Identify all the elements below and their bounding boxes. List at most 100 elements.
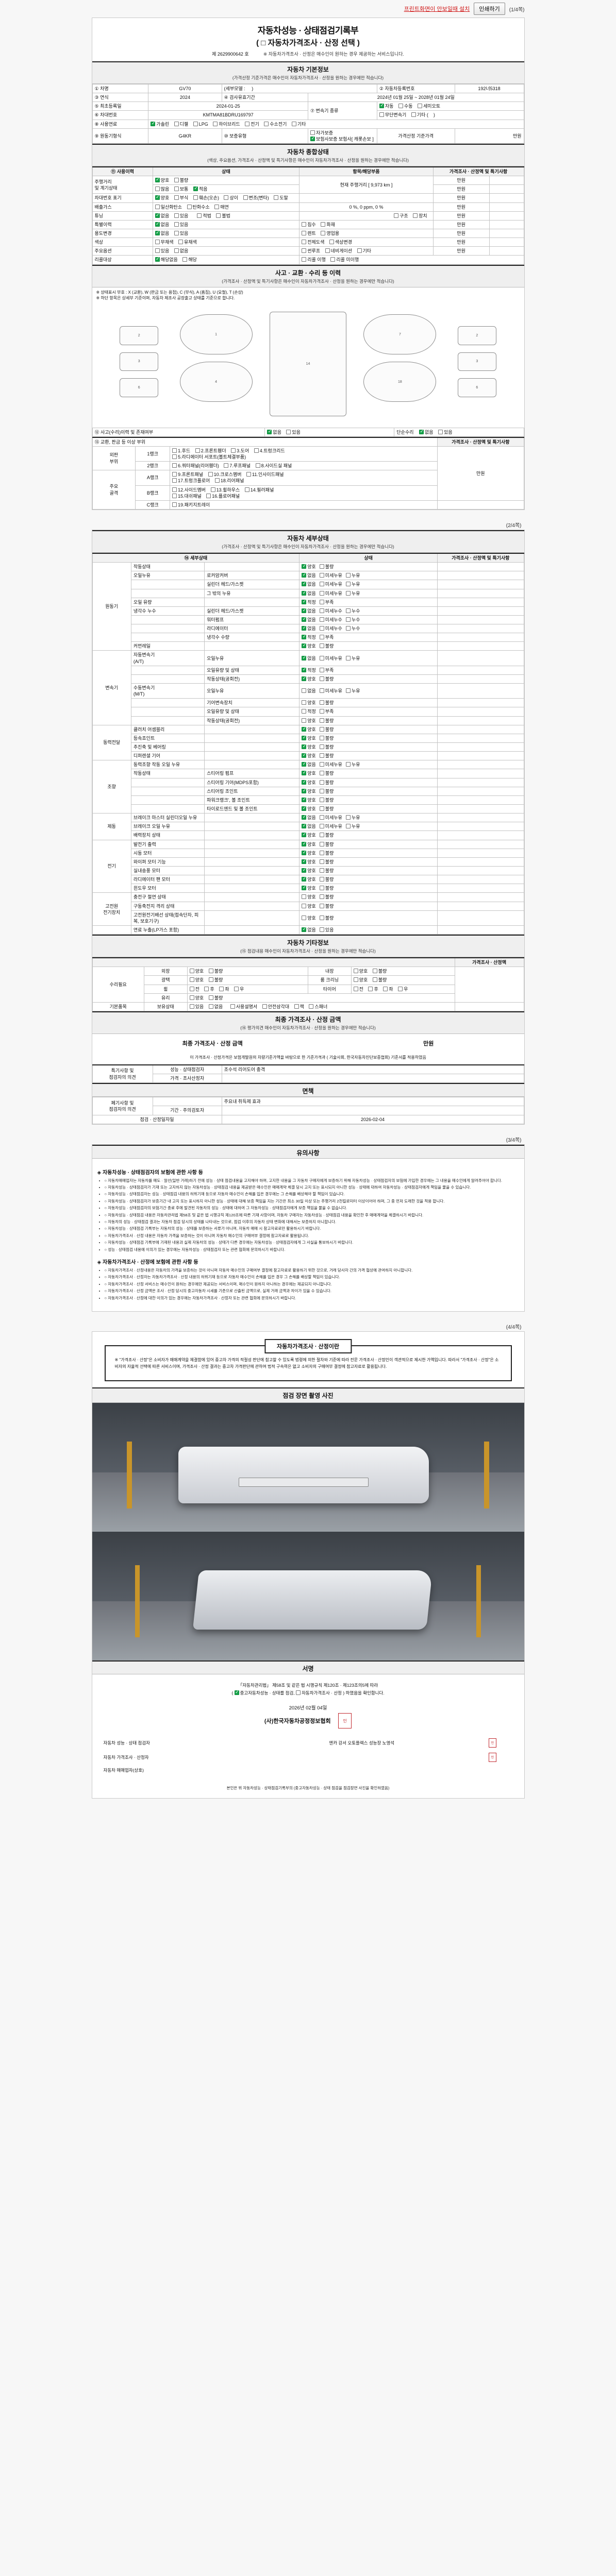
checkbox-icon[interactable]: [383, 986, 388, 991]
option-양호[interactable]: 양호: [302, 841, 316, 848]
option-transmission-manual[interactable]: 수동: [398, 103, 413, 109]
detail-price-cell[interactable]: [437, 615, 524, 625]
checkbox-checked-icon[interactable]: [155, 212, 160, 218]
option-simple-repair-yes[interactable]: 있음: [438, 429, 453, 435]
detail-price-cell[interactable]: [437, 698, 524, 708]
option-불량[interactable]: 불량: [319, 850, 334, 856]
option-mileage-normal[interactable]: 보통: [174, 186, 188, 192]
option-transmission-cvt[interactable]: 무단변속기: [379, 112, 406, 118]
option-양호[interactable]: 양호: [302, 850, 316, 856]
checkbox-checked-icon[interactable]: [302, 616, 306, 622]
checkbox-icon[interactable]: [178, 240, 184, 245]
checkbox-icon[interactable]: [206, 493, 211, 498]
checkbox-icon[interactable]: [345, 655, 351, 660]
option-있음[interactable]: 있음: [319, 927, 334, 933]
part-trunk-lid[interactable]: 4: [179, 361, 253, 402]
option-glass-bad[interactable]: 불량: [208, 995, 223, 1001]
checkbox-icon[interactable]: [319, 573, 324, 578]
option-tire-front[interactable]: 전: [353, 986, 363, 992]
option-flood[interactable]: 침수: [302, 222, 316, 228]
checkbox-icon[interactable]: [189, 986, 194, 991]
checkbox-icon[interactable]: [418, 104, 423, 109]
part-quarter-panel-right[interactable]: 6: [458, 378, 496, 397]
option-양호[interactable]: 양호: [302, 700, 316, 706]
checkbox-icon[interactable]: [345, 590, 351, 596]
part-door-front-left[interactable]: 3: [120, 352, 158, 371]
option-누유[interactable]: 누유: [345, 581, 360, 587]
option-recall-done[interactable]: 리콜 이행: [302, 257, 326, 263]
checkbox-checked-icon[interactable]: [419, 429, 424, 434]
checkbox-checked-icon[interactable]: [302, 823, 306, 829]
option-full-repaint[interactable]: 전체도색: [302, 239, 324, 245]
option-usage-none[interactable]: 없음: [155, 230, 169, 236]
option-rear-panel[interactable]: 18.리어패널: [214, 478, 244, 484]
price-note-cell[interactable]: [489, 184, 524, 194]
option-accident-none[interactable]: 없음: [267, 429, 281, 435]
checkbox-icon[interactable]: [189, 995, 194, 1000]
others-price-cell[interactable]: [454, 967, 524, 1003]
checkbox-icon[interactable]: [224, 195, 229, 200]
option-없음[interactable]: 없음: [302, 572, 316, 579]
option-불량[interactable]: 불량: [319, 832, 334, 838]
checkbox-icon[interactable]: [197, 213, 202, 218]
checkbox-icon[interactable]: [172, 463, 177, 468]
option-tire-rear[interactable]: 후: [368, 986, 378, 992]
checkbox-icon[interactable]: [302, 230, 307, 235]
checkbox-icon[interactable]: [243, 195, 248, 200]
option-fuel-hybrid[interactable]: 하이브리드: [213, 121, 240, 127]
checkbox-icon[interactable]: [172, 472, 177, 477]
option-미세누유[interactable]: 미세누유: [319, 581, 342, 587]
checkbox-checked-icon[interactable]: [302, 667, 306, 672]
option-누유[interactable]: 누유: [345, 823, 360, 829]
checkbox-icon[interactable]: [264, 121, 269, 126]
checkbox-icon[interactable]: [411, 112, 416, 117]
checkbox-icon[interactable]: [319, 753, 324, 758]
checkbox-checked-icon[interactable]: [151, 121, 155, 126]
checkbox-checked-icon[interactable]: [302, 642, 306, 649]
option-양호[interactable]: 양호: [302, 805, 316, 812]
option-누수[interactable]: 누수: [345, 617, 360, 623]
option-불량[interactable]: 불량: [319, 753, 334, 759]
checkbox-icon[interactable]: [309, 1004, 314, 1009]
checkbox-checked-icon[interactable]: [302, 590, 306, 596]
checkbox-icon[interactable]: [213, 121, 218, 126]
price-note-cell[interactable]: [489, 211, 524, 221]
detail-price-cell[interactable]: [437, 751, 524, 761]
checkbox-icon[interactable]: [210, 487, 215, 492]
detail-price-cell[interactable]: [437, 650, 524, 666]
option-불량[interactable]: 불량: [319, 868, 334, 874]
option-양호[interactable]: 양호: [302, 876, 316, 883]
detail-price-cell[interactable]: [437, 839, 524, 849]
checkbox-icon[interactable]: [174, 248, 179, 253]
checkbox-checked-icon[interactable]: [302, 581, 306, 587]
option-vin-corroded[interactable]: 부식: [174, 195, 188, 201]
checkbox-icon[interactable]: [319, 635, 324, 640]
checkbox-icon[interactable]: [302, 688, 307, 693]
option-vin-erased[interactable]: 도말: [274, 195, 288, 201]
detail-price-cell[interactable]: [437, 925, 524, 935]
checkbox-checked-icon[interactable]: [302, 675, 306, 681]
checkbox-checked-icon[interactable]: [302, 885, 306, 891]
option-없음[interactable]: 없음: [302, 625, 316, 632]
option-양호[interactable]: 양호: [302, 885, 316, 891]
checkbox-icon[interactable]: [224, 463, 229, 468]
option-미세누유[interactable]: 미세누유: [319, 761, 342, 768]
option-불량[interactable]: 불량: [319, 859, 334, 865]
option-fuel-electric[interactable]: 전기: [245, 121, 259, 127]
option-special-yes[interactable]: 있음: [174, 222, 188, 228]
install-print-link[interactable]: 프린트화면이 안보일때 설치: [404, 6, 470, 12]
checkbox-checked-icon[interactable]: [302, 752, 306, 758]
checkbox-icon[interactable]: [321, 222, 326, 227]
option-누수[interactable]: 누수: [345, 608, 360, 614]
checkbox-icon[interactable]: [172, 454, 177, 459]
option-적정[interactable]: 적정: [302, 708, 316, 715]
checkbox-icon[interactable]: [174, 178, 179, 183]
part-door-front-right[interactable]: 3: [458, 352, 496, 371]
checkbox-icon[interactable]: [319, 617, 324, 622]
checkbox-icon[interactable]: [319, 886, 324, 891]
option-없음[interactable]: 없음: [302, 616, 316, 623]
checkbox-icon[interactable]: [319, 868, 324, 873]
option-emission-hc[interactable]: 탄화수소: [187, 204, 210, 210]
option-미세누유[interactable]: 미세누유: [319, 688, 342, 694]
option-불량[interactable]: 불량: [319, 915, 334, 921]
